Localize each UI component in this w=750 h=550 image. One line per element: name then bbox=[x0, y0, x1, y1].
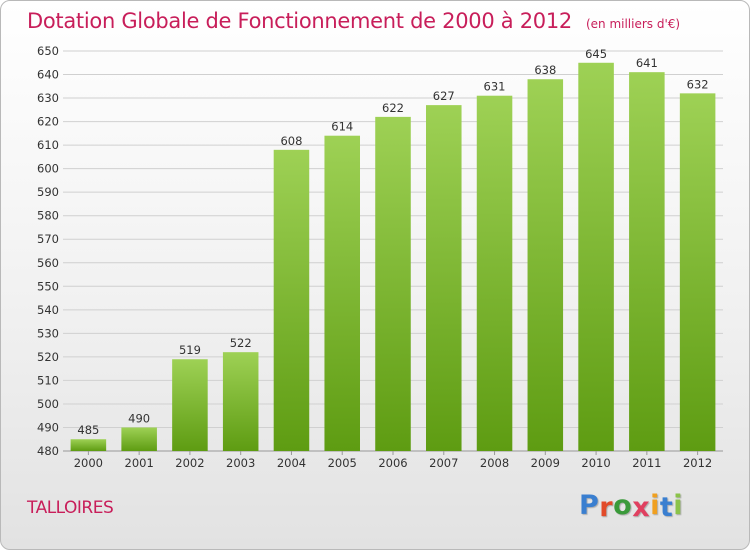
y-tick-label: 560 bbox=[37, 256, 59, 270]
value-label-2002: 519 bbox=[179, 343, 201, 357]
value-label-2004: 608 bbox=[280, 134, 302, 148]
bar-2012 bbox=[679, 93, 716, 452]
y-tick-label: 520 bbox=[37, 350, 59, 364]
bar-2010 bbox=[578, 62, 614, 451]
logo-letter: i bbox=[673, 490, 684, 521]
bar-2007 bbox=[426, 105, 462, 451]
y-tick-label: 530 bbox=[37, 326, 59, 340]
y-tick-label: 600 bbox=[37, 162, 59, 176]
logo-letter: i bbox=[650, 490, 660, 521]
y-tick-label: 650 bbox=[37, 44, 59, 58]
y-tick-label: 480 bbox=[37, 444, 59, 458]
commune-name: TALLOIRES bbox=[27, 498, 114, 518]
x-tick-label-2011: 2011 bbox=[632, 456, 661, 470]
value-label-2001: 490 bbox=[128, 411, 150, 425]
value-label-2003: 522 bbox=[230, 336, 252, 350]
x-tick-label-2006: 2006 bbox=[378, 456, 407, 470]
x-tick-label-2000: 2000 bbox=[74, 456, 103, 470]
y-tick-label: 490 bbox=[37, 420, 59, 434]
chart-title-text: Dotation Globale de Fonctionnement de 20… bbox=[27, 9, 572, 33]
value-label-2012: 632 bbox=[687, 77, 709, 91]
x-tick-label-2001: 2001 bbox=[125, 456, 154, 470]
bar-2008 bbox=[476, 95, 513, 452]
value-labels: 485 490 519 522 608 614 622 627 631 638 645 641 632 bbox=[77, 47, 708, 437]
logo-letter: x bbox=[632, 492, 651, 523]
y-axis: 480 490 500 510 520 530 540 550 560 570 580 590 600 6… bbox=[37, 44, 59, 458]
proxiti-logo: Proxiti bbox=[579, 490, 684, 523]
bar-2006 bbox=[375, 116, 411, 451]
bar-2001 bbox=[121, 427, 157, 451]
y-tick-label: 590 bbox=[37, 185, 59, 199]
bar-2011 bbox=[629, 72, 665, 452]
value-label-2009: 638 bbox=[534, 63, 556, 77]
x-tick-label-2012: 2012 bbox=[683, 456, 712, 470]
value-label-2000: 485 bbox=[77, 423, 99, 437]
value-label-2007: 627 bbox=[433, 89, 455, 103]
y-tick-label: 550 bbox=[37, 279, 59, 293]
y-tick-label: 630 bbox=[37, 91, 59, 105]
bar-2009 bbox=[527, 79, 564, 451]
value-label-2005: 614 bbox=[331, 120, 353, 134]
x-tick-label-2007: 2007 bbox=[429, 456, 458, 470]
logo-letter: P bbox=[579, 490, 600, 521]
bars bbox=[70, 62, 716, 452]
x-axis: 2000 2001 2002 2003 2004 2005 2006 2007 2008 2009… bbox=[74, 451, 712, 470]
value-label-2010: 645 bbox=[585, 47, 607, 61]
y-tick-label: 620 bbox=[37, 115, 59, 129]
x-tick-label-2008: 2008 bbox=[480, 456, 509, 470]
y-tick-label: 510 bbox=[37, 373, 59, 387]
x-tick-label-2009: 2009 bbox=[531, 456, 560, 470]
y-tick-label: 610 bbox=[37, 138, 59, 152]
value-label-2008: 631 bbox=[484, 80, 506, 94]
chart-unit: (en milliers d'€) bbox=[585, 17, 681, 31]
y-tick-label: 540 bbox=[37, 303, 59, 317]
logo-letter: r bbox=[599, 492, 614, 523]
y-tick-label: 640 bbox=[37, 68, 59, 82]
bar-2004 bbox=[273, 149, 310, 451]
x-tick-label-2003: 2003 bbox=[226, 456, 255, 470]
x-tick-label-2010: 2010 bbox=[581, 456, 610, 470]
value-label-2011: 641 bbox=[636, 56, 658, 70]
y-tick-label: 570 bbox=[37, 232, 59, 246]
value-label-2006: 622 bbox=[382, 101, 404, 115]
logo-letter: t bbox=[659, 492, 674, 523]
x-tick-label-2005: 2005 bbox=[328, 456, 357, 470]
bar-2005 bbox=[324, 135, 360, 452]
x-tick-label-2002: 2002 bbox=[175, 456, 204, 470]
y-tick-label: 500 bbox=[37, 397, 59, 411]
bar-2003 bbox=[222, 352, 259, 451]
x-tick-label-2004: 2004 bbox=[277, 456, 306, 470]
bar-2000 bbox=[70, 439, 107, 451]
logo-letter: o bbox=[613, 490, 633, 521]
chart-title: Dotation Globale de Fonctionnement de 20… bbox=[27, 9, 680, 33]
bar-2002 bbox=[172, 359, 208, 451]
y-tick-label: 580 bbox=[37, 209, 59, 223]
